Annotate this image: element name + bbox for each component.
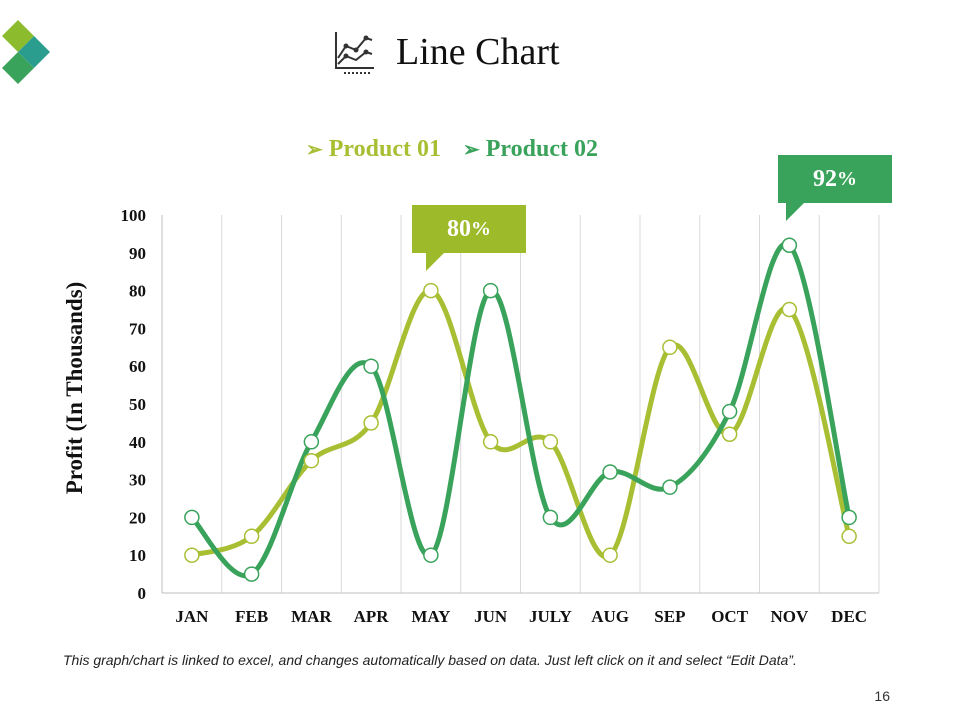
data-point-product-01 xyxy=(602,547,618,563)
data-point-product-01 xyxy=(542,434,559,450)
data-point-product-01 xyxy=(482,434,499,450)
data-point-product-01 xyxy=(781,301,798,318)
x-tick-label: JUN xyxy=(474,607,508,626)
callout-value: 80 xyxy=(447,215,471,242)
chart-legend: ➢ Product 01 ➢ Product 02 xyxy=(306,136,598,163)
x-tick-label: SEP xyxy=(654,607,685,626)
data-point-product-02 xyxy=(602,464,618,480)
data-point-product-01 xyxy=(363,415,379,431)
diamond-logo-icon xyxy=(2,20,50,84)
callout-product-01-peak: 80% xyxy=(412,205,526,271)
data-point-product-01 xyxy=(721,426,738,442)
y-tick-label: 60 xyxy=(129,357,146,376)
title-group: Line Chart xyxy=(330,24,560,80)
x-tick-label: JULY xyxy=(529,607,572,626)
callout-unit: % xyxy=(471,217,491,240)
data-point-product-02 xyxy=(781,237,798,253)
callout-value: 92 xyxy=(813,165,837,192)
data-point-product-01 xyxy=(303,452,320,469)
y-tick-label: 10 xyxy=(129,546,146,565)
data-point-product-02 xyxy=(363,358,379,374)
page-number: 16 xyxy=(874,688,890,704)
data-point-product-01 xyxy=(184,547,200,563)
data-point-product-02 xyxy=(184,509,200,526)
y-tick-label: 50 xyxy=(129,395,146,414)
data-point-product-01 xyxy=(423,282,439,299)
y-tick-label: 0 xyxy=(138,584,147,603)
data-point-product-02 xyxy=(482,282,499,299)
arrowhead-bullet-icon: ➢ xyxy=(306,138,323,161)
legend-item-product-01[interactable]: ➢ Product 01 xyxy=(306,136,441,163)
y-tick-label: 100 xyxy=(121,206,147,225)
legend-label: Product 02 xyxy=(485,136,598,162)
data-point-product-02 xyxy=(542,509,559,526)
callout-tail xyxy=(426,253,444,271)
x-tick-label: MAY xyxy=(411,607,450,626)
x-tick-label: MAR xyxy=(291,607,332,626)
x-tick-label: AUG xyxy=(591,607,629,626)
callout-product-02-peak: 92% xyxy=(778,155,892,221)
x-tick-label: DEC xyxy=(831,607,867,626)
callout-tail xyxy=(786,203,804,221)
legend-item-product-02[interactable]: ➢ Product 02 xyxy=(463,136,598,163)
x-tick-label: OCT xyxy=(711,607,749,626)
y-tick-label: 30 xyxy=(129,471,146,490)
data-point-product-02 xyxy=(662,479,678,495)
line-chart-icon xyxy=(335,32,374,74)
data-point-product-02 xyxy=(841,509,857,526)
data-point-product-01 xyxy=(841,528,857,545)
x-tick-label: JAN xyxy=(175,607,209,626)
data-point-product-02 xyxy=(721,403,738,420)
x-tick-label: NOV xyxy=(770,607,809,626)
arrowhead-bullet-icon: ➢ xyxy=(462,138,480,161)
y-tick-label: 20 xyxy=(129,508,146,527)
page-title: Line Chart xyxy=(396,31,560,73)
data-point-product-02 xyxy=(303,434,320,450)
y-axis-title: Profit (In Thousands) xyxy=(62,281,87,495)
data-point-product-02 xyxy=(423,547,439,563)
callout-unit: % xyxy=(837,167,857,190)
data-point-product-01 xyxy=(243,528,260,545)
legend-label: Product 01 xyxy=(328,136,441,162)
footnote: This graph/chart is linked to excel, and… xyxy=(63,652,797,668)
x-tick-label: FEB xyxy=(235,607,268,626)
x-tick-label: APR xyxy=(354,607,390,626)
y-tick-label: 70 xyxy=(129,319,146,338)
y-tick-label: 80 xyxy=(129,282,146,301)
data-point-product-02 xyxy=(243,566,260,582)
y-tick-label: 40 xyxy=(129,433,146,452)
data-point-product-01 xyxy=(662,339,678,356)
y-tick-label: 90 xyxy=(129,244,146,263)
